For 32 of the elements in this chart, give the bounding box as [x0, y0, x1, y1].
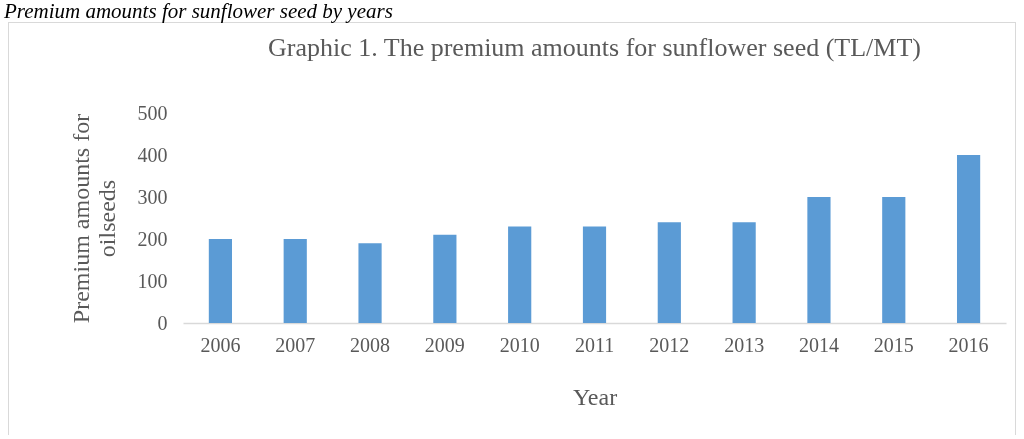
- bar: [433, 234, 457, 323]
- bar: [732, 222, 756, 323]
- chart-title: Graphic 1. The premium amounts for sunflower seed (TL/MT): [268, 33, 921, 62]
- x-tick-label: 2016: [948, 333, 989, 356]
- x-tick-label: 2007: [275, 333, 316, 356]
- bar: [208, 239, 233, 323]
- bar: [283, 239, 307, 323]
- x-axis-title: Year: [572, 383, 618, 410]
- y-tick-label: 200: [137, 227, 168, 250]
- x-tick-label: 2006: [200, 333, 241, 356]
- bar: [657, 222, 681, 323]
- x-tick-label: 2015: [873, 333, 914, 356]
- y-tick-label: 0: [157, 311, 168, 334]
- x-tick-label: 2008: [350, 333, 391, 356]
- y-tick-label: 500: [137, 101, 168, 124]
- bar: [358, 243, 382, 323]
- bar: [582, 226, 607, 323]
- bar: [807, 197, 831, 323]
- text: Premium amounts for sunflower seed by years: [3, 0, 394, 23]
- x-tick-label: 2014: [798, 333, 839, 356]
- y-tick-label: 400: [137, 143, 168, 166]
- y-tick-label: 100: [137, 269, 168, 292]
- x-tick-label: 2011: [574, 333, 615, 356]
- bar: [508, 226, 532, 323]
- x-tick-label: 2009: [424, 333, 465, 356]
- x-tick-label: 2012: [649, 333, 690, 356]
- bar: [882, 197, 906, 323]
- bar: [956, 155, 981, 323]
- x-tick-label: 2013: [724, 333, 765, 356]
- x-tick-label: 2010: [499, 333, 540, 356]
- y-axis-title: Premium amounts for oilseeds: [67, 113, 120, 324]
- y-tick-label: 300: [137, 185, 168, 208]
